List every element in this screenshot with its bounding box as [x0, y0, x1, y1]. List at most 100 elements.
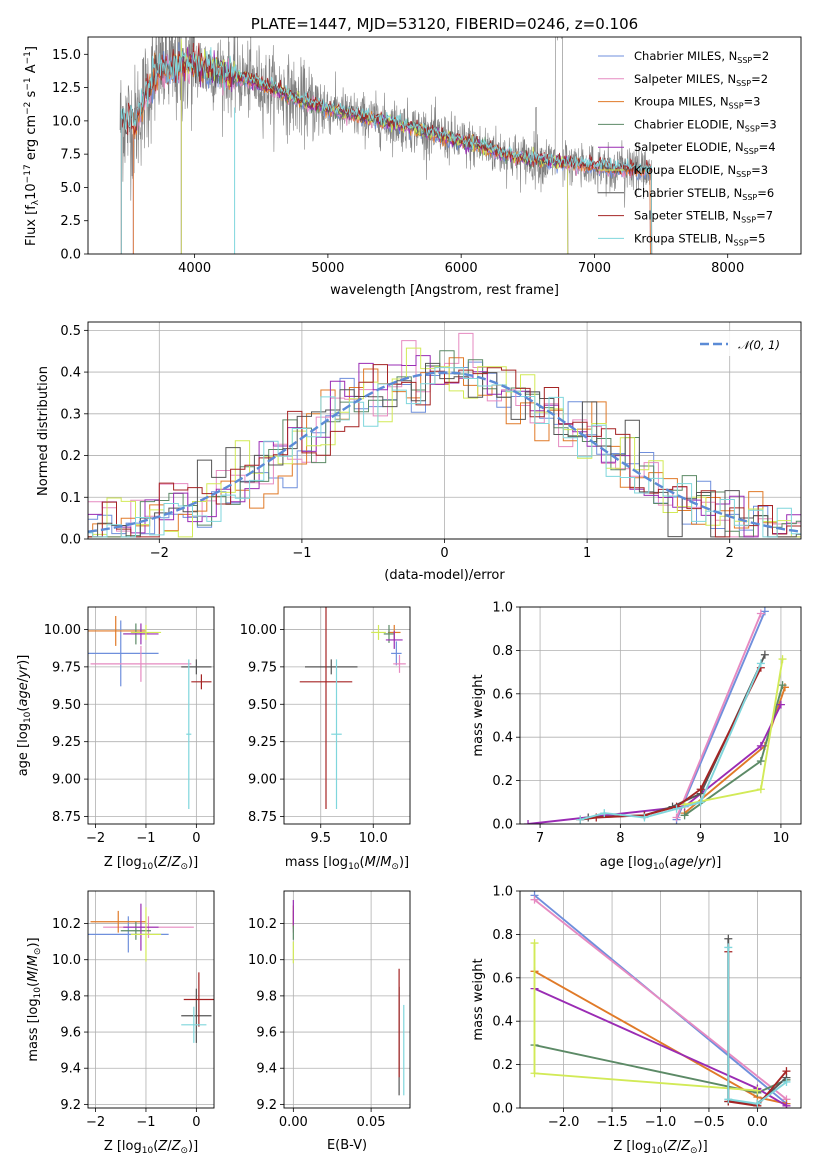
y-tick-label: 0.8 — [492, 644, 513, 659]
x-tick-label: 10 — [773, 831, 790, 846]
plus-marker — [753, 1099, 762, 1108]
plus-marker — [724, 943, 733, 952]
plus-marker — [760, 607, 769, 616]
y-axis-label: Normed distribution — [36, 366, 51, 496]
plus-marker — [756, 659, 765, 668]
error-bar-point — [331, 659, 342, 810]
y-tick-label: 9.50 — [248, 698, 277, 713]
x-tick-label: 0.05 — [357, 1115, 386, 1130]
axes-frame — [283, 890, 411, 1109]
residual-histogram-panel: −2 −1 0 1 2 0.0 0.1 0.2 0.3 0.4 0.5 𝒩(0, 1) (data-mo… — [36, 321, 802, 583]
y-tick-label: 9.8 — [256, 989, 277, 1004]
y-tick-label: 0.0 — [492, 1102, 513, 1117]
y-tick-label: 9.50 — [52, 698, 81, 713]
grid — [284, 891, 410, 1108]
y-tick-label: 8.75 — [248, 810, 277, 825]
plus-marker — [672, 813, 681, 822]
error-bar-point — [391, 641, 402, 666]
mass-weight-vs-age-panel: 7 8 9 10 0.0 0.2 0.4 0.6 0.8 1.0 age [log10(age/yr… — [471, 601, 802, 872]
legend: 𝒩(0, 1) — [692, 331, 792, 356]
plus-marker — [778, 681, 787, 690]
x-tick-label: 7000 — [578, 261, 611, 276]
legend-entry: Kroupa ELODIE, NSSP=3 — [634, 163, 768, 179]
grid — [88, 891, 214, 1108]
age-vs-mass-panel: 9.5 10.0 8.75 9.00 9.25 9.50 9.75 10.00 mass [lo… — [240, 606, 411, 872]
axes-frame — [519, 890, 802, 1109]
y-tick-label: 0.2 — [492, 774, 513, 789]
y-tick-label: 9.4 — [256, 1062, 277, 1077]
y-tick-label: 9.2 — [256, 1098, 277, 1113]
residual-histogram — [88, 350, 801, 538]
mass-weight-vs-metallicity-panel: −2.0 −1.5 −1.0 −0.5 0.0 0.0 0.2 0.4 0.6 0.8 1.0 Z [… — [471, 885, 802, 1156]
y-tick-label: 9.75 — [52, 660, 81, 675]
mass-weight-line — [533, 898, 788, 1101]
error-bar-point — [181, 659, 212, 675]
y-tick-label: 10.0 — [52, 114, 81, 129]
x-tick-label: 9 — [697, 831, 705, 846]
error-bar-point — [305, 659, 358, 675]
x-axis-label: age [log10(age/yr)] — [600, 855, 722, 872]
plus-marker — [753, 1086, 762, 1095]
plus-marker — [680, 811, 689, 820]
x-tick-label: 9.5 — [310, 831, 331, 846]
y-tick-label: 15.0 — [52, 48, 81, 63]
y-tick-label: 9.6 — [256, 1026, 277, 1041]
x-tick-label: 5000 — [311, 261, 344, 276]
plus-marker — [778, 655, 787, 664]
x-tick-label: 0 — [192, 831, 200, 846]
y-tick-label: 0.4 — [492, 731, 513, 746]
x-axis-label: Z [log10(Z/Z⊙)] — [104, 1139, 198, 1156]
y-tick-label: 0.1 — [60, 491, 81, 506]
y-tick-label: 0.0 — [492, 818, 513, 833]
x-tick-label: −1 — [136, 831, 155, 846]
y-tick-label: 1.0 — [492, 885, 513, 900]
plus-marker — [600, 809, 609, 818]
legend-entry: Salpeter STELIB, NSSP=7 — [634, 209, 773, 225]
y-tick-label: 8.75 — [52, 810, 81, 825]
x-axis-label: Z [log10(Z/Z⊙)] — [104, 855, 198, 872]
plus-marker — [696, 785, 705, 794]
plus-marker — [756, 609, 765, 618]
axis-ticks: −2 −1 0 1 2 0.0 0.1 0.2 0.3 0.4 0.5 — [60, 324, 734, 561]
plus-marker — [756, 785, 765, 794]
plus-marker — [576, 815, 585, 824]
plus-marker — [756, 741, 765, 750]
y-tick-label: 0.6 — [492, 687, 513, 702]
x-tick-label: 7 — [536, 831, 544, 846]
axis-ticks: −2.0 −1.5 −1.0 −0.5 0.0 0.0 0.2 0.4 0.6 0.8 1.0 — [492, 885, 767, 1131]
x-axis-label: mass [log10(M/M⊙)] — [285, 855, 409, 872]
y-tick-label: 10.00 — [240, 623, 277, 638]
y-tick-label: 0.4 — [492, 1015, 513, 1030]
x-axis-label: E(B-V) — [327, 1138, 367, 1153]
y-tick-label: 0.0 — [60, 533, 81, 548]
y-tick-label: 9.25 — [52, 735, 81, 750]
normal-distribution-curve — [88, 371, 801, 533]
y-tick-label: 0.5 — [60, 324, 81, 339]
y-axis-label: age [log10(age/yr)] — [16, 655, 33, 777]
residual-histogram — [88, 361, 801, 538]
plus-marker — [724, 1095, 733, 1104]
x-tick-label: −1 — [136, 1115, 155, 1130]
axes-frame — [87, 890, 215, 1109]
plus-marker — [760, 650, 769, 659]
y-tick-label: 2.5 — [60, 214, 81, 229]
y-tick-label: 9.75 — [248, 660, 277, 675]
y-axis-label: mass weight — [471, 958, 486, 1040]
legend-entry: Kroupa MILES, NSSP=3 — [634, 95, 760, 111]
x-tick-label: 4000 — [178, 261, 211, 276]
legend-entry: Salpeter MILES, NSSP=2 — [634, 72, 768, 88]
x-tick-label: 0 — [192, 1115, 200, 1130]
legend-entry: Kroupa STELIB, NSSP=5 — [634, 231, 765, 247]
y-tick-label: 0.6 — [492, 971, 513, 986]
residual-histogram — [88, 367, 801, 538]
x-axis-label: Z [log10(Z/Z⊙)] — [613, 1139, 707, 1156]
y-tick-label: 12.5 — [52, 81, 81, 96]
chart-title: PLATE=1447, MJD=53120, FIBERID=0246, z=0… — [251, 15, 638, 33]
y-tick-label: 9.00 — [52, 773, 81, 788]
plus-marker — [696, 798, 705, 807]
plus-marker — [640, 813, 649, 822]
grid — [520, 606, 801, 825]
x-tick-label: −1.0 — [645, 1115, 677, 1130]
x-tick-label: −1.5 — [596, 1115, 628, 1130]
